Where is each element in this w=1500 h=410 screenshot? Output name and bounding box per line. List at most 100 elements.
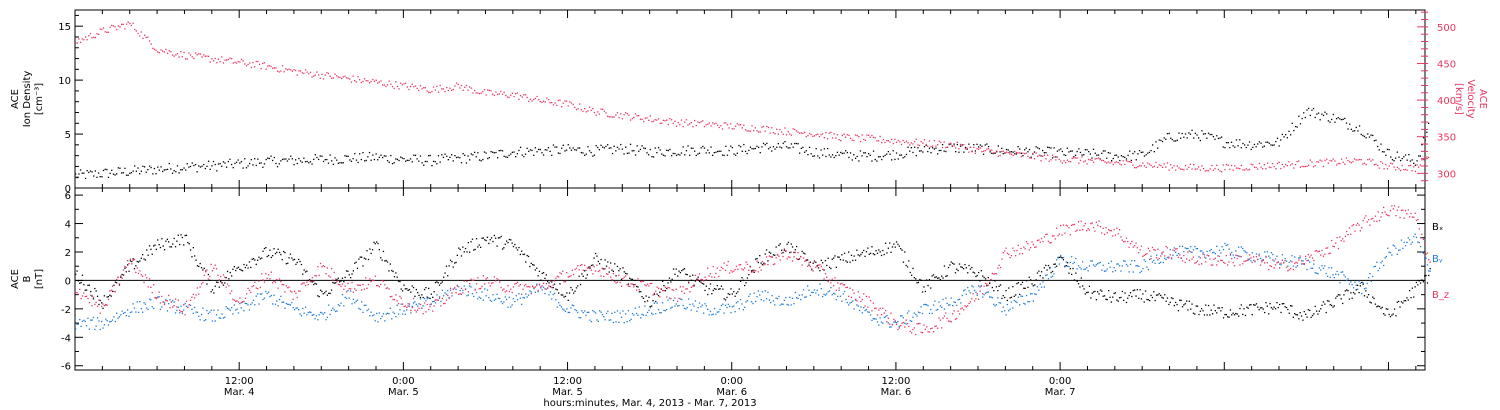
bz-series-point (589, 266, 591, 268)
velocity-series-point (1061, 162, 1063, 164)
velocity-series-point (1028, 157, 1031, 159)
bx-series-point (1161, 296, 1163, 299)
density-series-point (414, 154, 417, 156)
velocity-series-point (354, 80, 356, 82)
bz-series-point (671, 289, 673, 291)
density-series-point (1309, 114, 1311, 117)
bx-series-point (808, 264, 810, 266)
velocity-series (75, 21, 1430, 173)
density-series-point (529, 149, 532, 151)
bz-series-point (1284, 259, 1286, 262)
by-series-point (322, 313, 324, 315)
velocity-series-point (751, 125, 753, 127)
by-series-point (1196, 248, 1199, 250)
bx-series-point (1300, 315, 1303, 317)
density-series-point (423, 164, 425, 166)
by-series-point (756, 296, 758, 298)
bz-series-point (270, 271, 272, 273)
bx-series-point (1222, 317, 1225, 319)
bz-series-point (464, 288, 467, 291)
by-series-point (534, 291, 536, 293)
velocity-series-point (386, 84, 389, 86)
by-series-point (927, 305, 929, 307)
density-series-point (812, 155, 814, 157)
density-series-point (542, 154, 545, 156)
bx-series-point (726, 296, 728, 299)
bz-series-point (1373, 220, 1375, 222)
by-series-point (700, 306, 702, 308)
by-series-point (243, 310, 245, 312)
density-series-point (1314, 116, 1316, 119)
by-series-point (551, 298, 553, 300)
density-series-point (835, 155, 837, 157)
bx-series-point (1176, 303, 1178, 306)
by-series-point (1117, 263, 1119, 265)
bz-series-point (1075, 230, 1077, 232)
bx-series-point (1139, 289, 1141, 291)
by-series-point (1320, 269, 1322, 271)
bx-series-point (403, 284, 405, 286)
density-series-point (1076, 150, 1078, 153)
velocity-series-point (989, 149, 991, 151)
bottom-left-tick-label: 0 (65, 276, 71, 287)
velocity-series-point (887, 140, 889, 142)
velocity-series-point (1086, 163, 1088, 165)
density-series-point (1355, 126, 1357, 129)
bx-series-point (608, 271, 610, 273)
by-series-point (125, 315, 127, 317)
bz-series-point (247, 287, 249, 290)
bz-series-point (574, 268, 576, 271)
bx-series-point (325, 290, 327, 292)
by-series-point (1127, 265, 1129, 267)
velocity-series-point (270, 65, 272, 68)
density-series-point (1270, 144, 1272, 146)
density-series-point (815, 148, 817, 150)
velocity-series-point (577, 108, 579, 110)
density-series-point (413, 154, 415, 156)
velocity-series-point (1294, 164, 1297, 166)
bx-series-point (995, 286, 998, 288)
by-series-point (381, 315, 383, 317)
velocity-series-point (326, 72, 328, 74)
by-series-point (1025, 294, 1028, 297)
by-series-point (1202, 252, 1204, 254)
bx-series-point (399, 281, 401, 283)
velocity-series-point (1227, 164, 1229, 166)
bz-series-point (83, 292, 85, 294)
bx-series-point (137, 261, 140, 263)
bx-series-point (92, 298, 95, 300)
velocity-series-point (137, 32, 139, 35)
density-series-point (382, 156, 384, 159)
bz-series-point (1262, 259, 1264, 261)
velocity-series-point (1365, 163, 1367, 166)
velocity-series-point (337, 76, 339, 78)
bz-series-point (841, 282, 843, 284)
velocity-series-point (1068, 160, 1070, 163)
bx-series-point (560, 294, 562, 296)
by-series-point (84, 320, 86, 323)
velocity-series-point (849, 137, 852, 139)
bz-series-point (369, 278, 371, 280)
bz-series-point (295, 292, 297, 294)
bx-series-point (328, 292, 330, 294)
bx-series-point (1343, 294, 1345, 296)
bz-series-point (1322, 255, 1325, 257)
bz-series-point (853, 292, 855, 294)
velocity-series-point (1347, 159, 1349, 162)
bz-series-point (579, 264, 582, 266)
bx-series-point (1102, 295, 1104, 297)
by-series-point (1083, 268, 1085, 271)
bz-series-point (293, 290, 296, 292)
velocity-series-point (245, 65, 248, 67)
bx-series-point (904, 251, 906, 253)
by-series-point (677, 305, 679, 307)
density-series-point (1129, 150, 1131, 152)
velocity-series-point (367, 80, 369, 82)
velocity-series-point (1214, 167, 1216, 170)
velocity-series-point (88, 35, 90, 37)
bx-series-point (452, 266, 454, 268)
bz-series-point (1365, 215, 1367, 217)
velocity-series-point (1247, 169, 1249, 171)
bz-series-point (742, 269, 744, 271)
bz-series-point (891, 324, 894, 326)
